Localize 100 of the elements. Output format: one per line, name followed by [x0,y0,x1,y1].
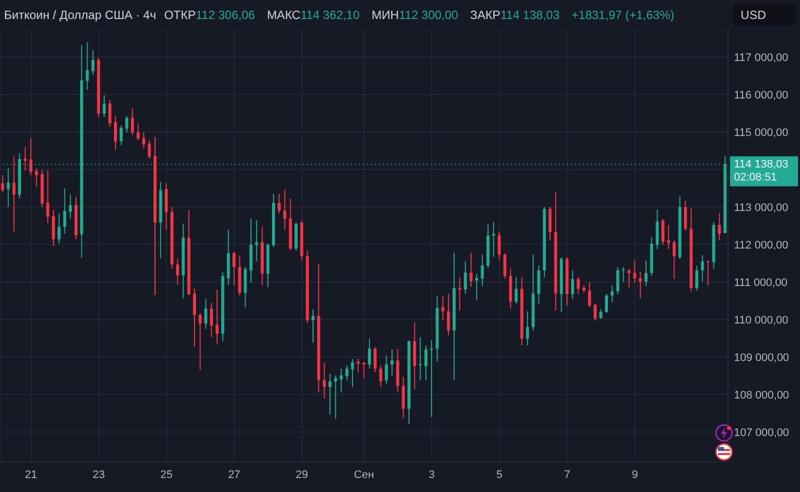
candlestick [661,218,664,246]
candlestick [91,50,94,76]
candlestick [63,188,66,234]
candlestick [198,313,202,371]
text: 114 138,03 [500,8,560,22]
candlestick [604,294,608,314]
candlestick [610,284,614,303]
candlestick [108,100,112,128]
candlestick [718,212,721,241]
candlestick [390,349,394,376]
candlestick [216,289,219,346]
x-tick-label: 21 [24,468,38,481]
candlestick [328,373,332,416]
x-tick-label: 29 [296,468,308,481]
y-tick-label: 109 000,00 [734,352,790,364]
candlestick [120,124,123,146]
candlestick [6,168,10,208]
candlestick [430,340,434,418]
candlestick [424,344,428,381]
text: МИН [372,8,399,22]
candlestick [102,94,106,118]
y-tick-label: 110 000,00 [734,314,788,326]
candlestick [374,346,377,372]
ref-line-label: 114 138,03 02:08:51 [734,158,788,184]
candlestick [458,276,462,311]
candlestick [68,194,72,220]
candlestick [312,308,315,344]
candlestick [492,222,496,258]
x-tick-label: 9 [632,468,638,481]
candlestick [537,265,540,304]
candlestick [29,138,32,176]
candlestick [12,156,16,232]
text: +1831,97 (+1,63%) [572,8,674,22]
x-tick-label: 23 [92,468,105,481]
candlestick [667,224,670,250]
candlestick [514,276,518,304]
candlestick [684,200,687,232]
text: МАКС [266,8,300,22]
candlestick [576,276,580,294]
candlestick [114,115,117,150]
candlestick [594,303,597,322]
candlestick [700,254,704,282]
candlestick [402,376,405,419]
candlestick [176,258,180,286]
candlestick [379,364,382,388]
candlestick [656,209,659,250]
candlestick [384,355,388,384]
candlestick [356,358,360,372]
candlestick [125,115,128,133]
x-tick-label: 7 [564,468,570,481]
text: ЗАКР [470,8,500,22]
candlestick [418,336,422,381]
candlestick [616,266,620,294]
candlestick [334,374,338,420]
candlestick [193,288,196,348]
candlestick [362,362,366,378]
candlestick [52,210,55,246]
candlestick [204,298,208,330]
candlestick [232,252,236,286]
candlestick [464,260,467,294]
text: 112 300,00 [398,8,458,22]
candlestick [441,295,444,321]
candlestick [322,362,326,400]
candlestick [644,260,648,287]
y-tick-label: 113 000,00 [734,202,788,214]
candlestick [633,260,636,284]
y-tick-label: 117 000,00 [734,52,788,64]
text: 114 362,10 [300,8,360,22]
text: 112 306,06 [196,8,255,22]
candlestick [628,268,631,288]
x-tick-label: 5 [496,468,503,481]
chart-title: Биткоин / Доллар США · 4ч [4,8,156,22]
candlestick [706,260,710,286]
candlestick [210,302,213,338]
candlestick [470,252,473,288]
candlestick [480,254,484,287]
candlestick [498,230,501,260]
candlestick [475,273,478,301]
candlestick [351,358,354,388]
candlestick [244,266,247,308]
candlestick [46,170,50,224]
y-tick-label: 108 000,00 [734,390,790,402]
candlestick [142,132,146,149]
candlestick [526,310,529,346]
candlestick [503,253,506,280]
y-tick-label: 115 000,00 [734,127,788,139]
candlestick [130,108,134,136]
candlestick [1,174,4,192]
y-tick-label: 112 000,00 [734,240,788,252]
y-tick-label: 111 000,00 [734,277,788,289]
candlestick [278,193,281,214]
candlestick [695,265,698,292]
candlestick [345,364,348,381]
candlestick [136,122,140,141]
x-tick-label: 3 [428,468,435,481]
candlestick [164,182,168,231]
candlestick [148,140,151,160]
candlestick [672,240,676,280]
x-tick-label: 25 [160,468,173,481]
text: USD [732,4,796,26]
